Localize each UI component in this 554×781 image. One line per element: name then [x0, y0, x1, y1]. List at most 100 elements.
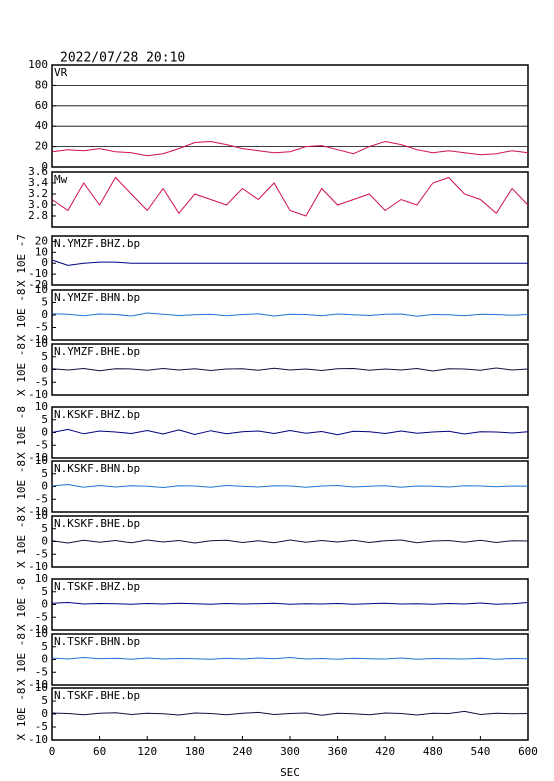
y-tick-label: 20: [35, 140, 48, 153]
y-tick-label: 10: [35, 627, 48, 640]
y-tick-label: 0: [41, 598, 48, 611]
panel-label: N.YMZF.BHZ.bp: [54, 237, 140, 250]
y-tick-label: 0: [41, 707, 48, 720]
y-tick-label: 0: [41, 256, 48, 269]
data-line: [51, 367, 529, 372]
y-tick-label: 3.6: [28, 165, 48, 178]
y-tick-label: 10: [35, 400, 48, 413]
y-tick-label: -10: [28, 333, 48, 346]
y-tick-label: -5: [35, 610, 48, 623]
x-tick-label: 420: [375, 745, 395, 758]
y-axis-label: X 10E -8: [15, 460, 28, 513]
y-tick-label: -10: [28, 560, 48, 573]
y-axis-label: X 10E -8: [15, 515, 28, 568]
y-axis-label: X 10E -8: [15, 343, 28, 396]
y-tick-label: 2.8: [28, 209, 48, 222]
y-tick-label: 0: [41, 535, 48, 548]
y-tick-label: -5: [35, 438, 48, 451]
data-line: [51, 710, 529, 716]
y-tick-label: -10: [28, 505, 48, 518]
y-tick-label: 0: [41, 480, 48, 493]
y-tick-label: 40: [35, 119, 48, 132]
y-tick-label: 10: [35, 572, 48, 585]
data-line: [51, 312, 529, 317]
y-tick-label: 10: [35, 454, 48, 467]
y-tick-label: -20: [28, 278, 48, 291]
y-tick-label: 5: [41, 694, 48, 707]
y-tick-label: 5: [41, 640, 48, 653]
panel-frame: [51, 171, 529, 228]
y-tick-label: 0: [41, 653, 48, 666]
x-tick-label: 0: [49, 745, 56, 758]
x-axis-label: SEC: [280, 766, 300, 779]
y-tick-label: -10: [28, 678, 48, 691]
y-tick-label: -5: [35, 375, 48, 388]
y-tick-label: 5: [41, 522, 48, 535]
y-tick-label: 5: [41, 296, 48, 309]
y-tick-label: 5: [41, 467, 48, 480]
data-line: [51, 483, 529, 489]
y-tick-label: 5: [41, 413, 48, 426]
data-line: [51, 656, 529, 660]
panel-label: N.KSKF.BHZ.bp: [54, 408, 140, 421]
panel-label: N.YMZF.BHE.bp: [54, 345, 140, 358]
y-tick-label: -5: [35, 665, 48, 678]
y-axis-label: X 10E -7: [15, 234, 28, 287]
y-axis-label: X 10E -8: [15, 633, 28, 686]
y-tick-label: 5: [41, 585, 48, 598]
y-axis-label: X 10E -8: [15, 289, 28, 342]
x-tick-label: 120: [137, 745, 157, 758]
y-tick-label: 10: [35, 509, 48, 522]
panel-label: N.TSKF.BHE.bp: [54, 689, 140, 702]
y-tick-label: 3.0: [28, 198, 48, 211]
y-tick-label: 0: [41, 160, 48, 173]
y-tick-label: -5: [35, 321, 48, 334]
y-tick-label: 20: [35, 234, 48, 247]
y-tick-label: -10: [28, 733, 48, 746]
data-line: [51, 601, 529, 605]
x-tick-label: 360: [328, 745, 348, 758]
panel-label: Mw: [54, 173, 68, 186]
data-line: [51, 428, 529, 436]
y-tick-label: 60: [35, 99, 48, 112]
panel-label: N.TSKF.BHN.bp: [54, 635, 140, 648]
x-tick-label: 540: [470, 745, 490, 758]
data-line: [51, 140, 529, 157]
y-axis-label: X 10E -8: [15, 406, 28, 459]
panel-label: N.YMZF.BHN.bp: [54, 291, 140, 304]
y-tick-label: 10: [35, 245, 48, 258]
panel-label: N.TSKF.BHZ.bp: [54, 580, 140, 593]
data-line: [51, 176, 529, 217]
x-tick-label: 300: [280, 745, 300, 758]
y-tick-label: 3.4: [28, 176, 48, 189]
data-line: [51, 539, 529, 544]
data-line: [51, 259, 528, 266]
y-tick-label: 0: [41, 426, 48, 439]
y-tick-label: 10: [35, 337, 48, 350]
x-tick-label: 480: [423, 745, 443, 758]
y-tick-label: -5: [35, 720, 48, 733]
x-tick-label: 240: [232, 745, 252, 758]
y-tick-label: 10: [35, 681, 48, 694]
x-tick-label: 60: [93, 745, 106, 758]
y-tick-label: 3.2: [28, 187, 48, 200]
panel-label: N.KSKF.BHN.bp: [54, 462, 140, 475]
y-tick-label: -10: [28, 451, 48, 464]
x-tick-label: 600: [518, 745, 538, 758]
x-tick-label: 180: [185, 745, 205, 758]
y-tick-label: 100: [28, 58, 48, 71]
y-axis-label: X 10E -8: [15, 688, 28, 741]
chart-title: 2022/07/28 20:10: [60, 51, 185, 66]
y-tick-label: -10: [28, 388, 48, 401]
y-tick-label: -5: [35, 492, 48, 505]
y-tick-label: 0: [41, 363, 48, 376]
y-tick-label: -10: [28, 267, 48, 280]
y-tick-label: 0: [41, 308, 48, 321]
y-tick-label: 10: [35, 283, 48, 296]
y-axis-label: X 10E -8: [15, 578, 28, 631]
y-tick-label: 5: [41, 350, 48, 363]
panel-label: N.KSKF.BHE.bp: [54, 517, 140, 530]
y-tick-label: 80: [35, 78, 48, 91]
y-tick-label: -10: [28, 623, 48, 636]
